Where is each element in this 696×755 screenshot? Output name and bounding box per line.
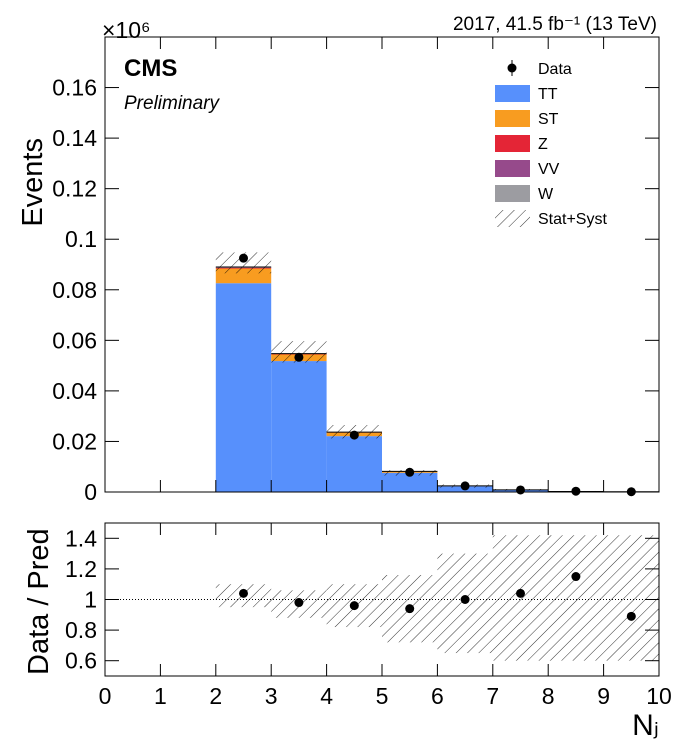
legend-label: Data (538, 61, 572, 78)
data-point (294, 353, 303, 362)
x-tick-label: 8 (542, 683, 555, 709)
y-tick-label: 0.8 (65, 617, 97, 643)
data-point (516, 485, 525, 494)
legend-swatch (495, 210, 530, 227)
y-tick-label: 0.6 (65, 648, 97, 674)
legend-label: TT (538, 86, 558, 103)
y-tick-label: 0.06 (52, 327, 97, 353)
y-axis-label: Events (17, 138, 49, 227)
ratio-point (405, 604, 414, 613)
legend-swatch (495, 160, 530, 177)
stack-segment (327, 436, 382, 492)
legend-label: Z (538, 136, 548, 153)
y-tick-label: 0.02 (52, 428, 97, 454)
ratio-point (627, 612, 636, 621)
stack-segment (271, 361, 326, 492)
x-tick-label: 6 (431, 683, 444, 709)
data-point (405, 468, 414, 477)
experiment-label: CMS (124, 55, 177, 82)
x-tick-label: 3 (265, 683, 278, 709)
data-point (239, 254, 248, 263)
y-tick-label: 0.04 (52, 378, 97, 404)
legend-swatch (495, 85, 530, 102)
y-tick-label: 0.12 (52, 176, 97, 202)
x-tick-label: 1 (154, 683, 167, 709)
legend-label: VV (538, 161, 560, 178)
data-point (571, 487, 580, 496)
x-tick-label: 0 (99, 683, 112, 709)
x-axis-label: Nⱼ (632, 709, 659, 742)
lumi-label: 2017, 41.5 fb⁻¹ (13 TeV) (453, 14, 657, 35)
legend-swatch (495, 185, 530, 202)
y-multiplier: ×10⁶ (102, 17, 150, 43)
x-tick-label: 7 (486, 683, 499, 709)
y-tick-label: 1 (84, 587, 97, 613)
ratio-point (571, 572, 580, 581)
ratio-point (294, 598, 303, 607)
y-tick-label: 0.1 (65, 226, 97, 252)
subtitle: Preliminary (124, 93, 221, 114)
ratio-band (548, 535, 603, 660)
stack-segment (216, 283, 271, 492)
legend-label: W (538, 186, 554, 203)
legend-swatch (495, 110, 530, 127)
y-tick-label: 0.14 (52, 125, 97, 151)
ratio-band (493, 535, 548, 660)
ratio-point (516, 589, 525, 598)
y-tick-label: 1.2 (65, 556, 97, 582)
data-point (350, 431, 359, 440)
y-tick-label: 0.08 (52, 277, 97, 303)
legend-label: ST (538, 111, 559, 128)
ratio-band (604, 535, 659, 660)
data-point (461, 481, 470, 490)
legend-swatch (495, 135, 530, 152)
x-tick-label: 5 (376, 683, 389, 709)
y-tick-label: 0 (84, 479, 97, 505)
x-tick-label: 9 (597, 683, 610, 709)
ratio-point (239, 589, 248, 598)
x-tick-label: 2 (209, 683, 222, 709)
legend-label: Stat+Syst (538, 211, 607, 228)
y-tick-label: 1.4 (65, 525, 97, 551)
ratio-y-axis-label: Data / Pred (23, 528, 55, 675)
x-tick-label: 4 (320, 683, 333, 709)
x-tick-label: 10 (646, 683, 672, 709)
y-tick-label: 0.16 (52, 75, 97, 101)
ratio-point (350, 601, 359, 610)
ratio-point (461, 595, 470, 604)
